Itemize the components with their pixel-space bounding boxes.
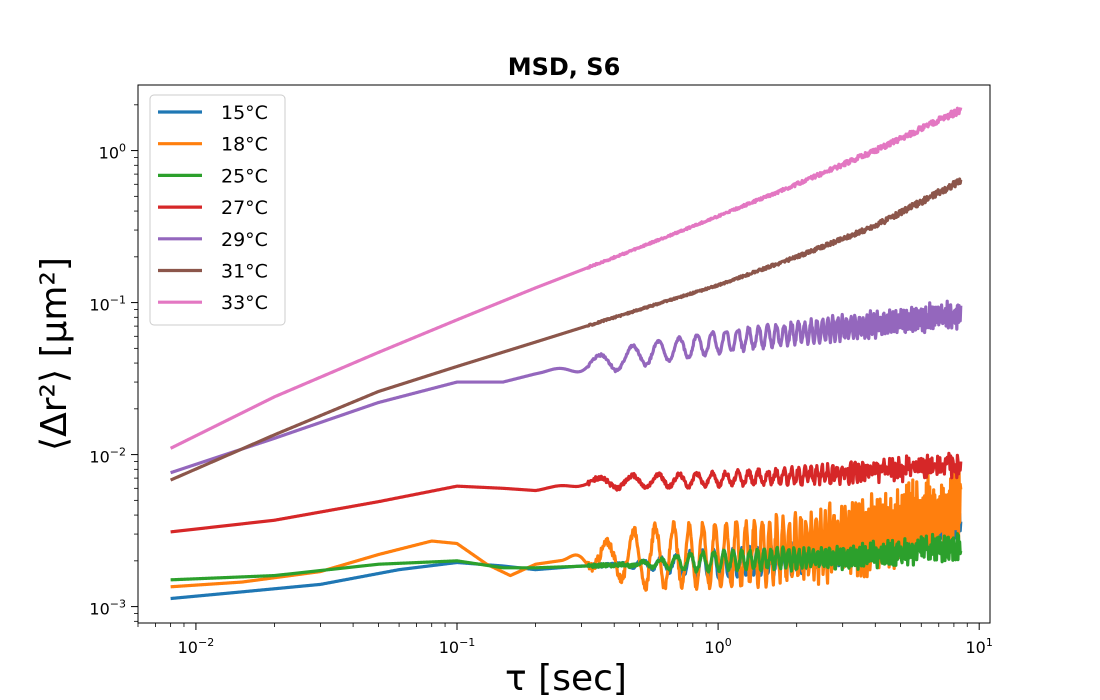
y-tick-label: 100: [99, 142, 126, 163]
x-tick-label: 10−1: [439, 636, 476, 657]
legend: 15°C 18°C 25°C 27°C 29°C 31°C 33°C: [149, 94, 286, 326]
y-axis-label: ⟨Δr²⟩ [μm²]: [34, 257, 75, 451]
series-line-31C: [169, 177, 963, 482]
chart-title: MSD, S6: [508, 53, 621, 81]
series-line-33C: [169, 106, 963, 450]
x-tick-label: 101: [966, 636, 993, 657]
legend-label-29C: 29°C: [221, 229, 268, 251]
series-line-25C: [169, 532, 963, 582]
y-tick-label: 10−3: [89, 598, 126, 619]
series-layer: [169, 106, 963, 601]
y-tick-label: 10−1: [89, 294, 126, 315]
series-line-29C: [169, 299, 963, 475]
tick-layer: 10−2 10−1 100 101 10−3 10−2 10−1 100: [89, 104, 993, 657]
x-tick-label: 100: [704, 636, 731, 657]
y-tick-label: 10−2: [89, 446, 126, 467]
series-line-27C: [169, 451, 963, 534]
x-tick-label: 10−2: [178, 636, 215, 657]
legend-label-33C: 33°C: [221, 292, 268, 314]
legend-label-25C: 25°C: [221, 165, 268, 187]
legend-label-15C: 15°C: [221, 102, 268, 124]
legend-label-31C: 31°C: [221, 261, 268, 283]
x-axis-label: τ [sec]: [505, 658, 627, 699]
legend-label-18C: 18°C: [221, 134, 268, 156]
plot-frame: [137, 84, 991, 624]
legend-box: [149, 94, 286, 326]
legend-label-27C: 27°C: [221, 197, 268, 219]
